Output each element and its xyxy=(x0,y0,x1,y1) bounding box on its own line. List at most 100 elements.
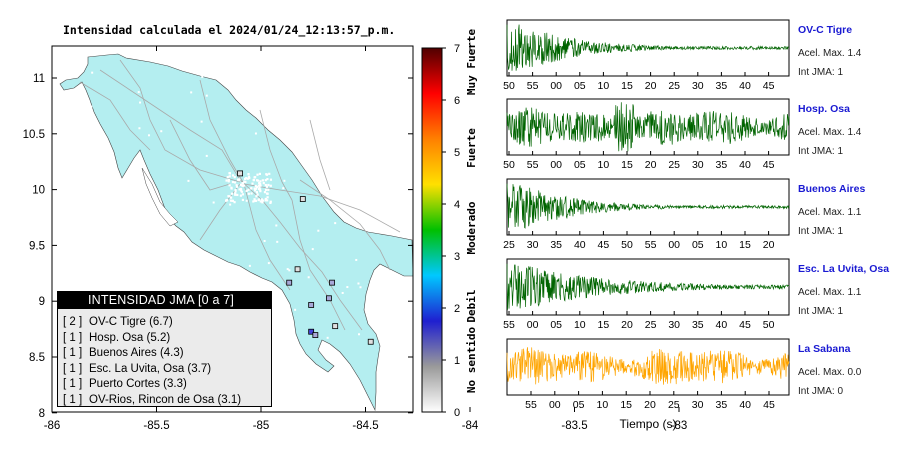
town-dot xyxy=(102,235,105,238)
town-dot xyxy=(254,132,257,135)
town-dot xyxy=(251,182,254,185)
map-title: Intensidad calculada el 2024/01/24_12:13… xyxy=(63,23,395,38)
waveform-tick-label: 10 xyxy=(598,80,610,92)
waveform-tick-label: 25 xyxy=(645,319,657,331)
waveform-tick-label: 05 xyxy=(574,159,586,171)
town-dot xyxy=(138,127,141,130)
waveform-tick-label: 45 xyxy=(763,399,775,411)
waveform-trace xyxy=(506,263,790,310)
town-dot xyxy=(262,181,265,185)
town-dot xyxy=(233,181,237,184)
town-dot xyxy=(231,174,235,177)
town-dot xyxy=(264,197,267,201)
colorbar-category-label: Debil xyxy=(465,289,478,322)
legend-item-station: Buenos Aires (4.3) xyxy=(89,347,184,360)
waveform-tick-label: 55 xyxy=(525,399,537,411)
waveform-tick-label: 15 xyxy=(739,239,751,251)
town-dot xyxy=(212,201,215,204)
map-x-tick-label: -83.5 xyxy=(561,420,587,432)
waveform-tick-label: 30 xyxy=(692,159,704,171)
town-dot xyxy=(269,201,272,205)
map-y-tick-label: 9 xyxy=(39,296,45,308)
town-dot xyxy=(265,74,268,77)
town-dot xyxy=(257,198,260,202)
waveform-accel-label: Acel. Max. 1.1 xyxy=(798,287,862,298)
road-line xyxy=(243,183,291,291)
town-dot xyxy=(152,226,155,229)
town-dot xyxy=(235,184,238,187)
town-dot xyxy=(257,187,261,191)
station-marker xyxy=(294,266,301,273)
road-line xyxy=(119,59,241,183)
town-dot xyxy=(262,199,265,202)
town-dot xyxy=(254,199,258,202)
town-dot xyxy=(286,268,289,271)
colorbar-category-label: Fuerte xyxy=(465,128,478,168)
waveform-tick-label: 50 xyxy=(621,239,633,251)
town-dot xyxy=(261,179,264,182)
town-dot xyxy=(247,175,251,178)
waveform-station-name: Buenos Aires xyxy=(798,183,865,195)
town-dot xyxy=(229,196,233,199)
town-dot xyxy=(147,134,150,137)
waveform-tick-label: 30 xyxy=(692,80,704,92)
town-dot xyxy=(236,193,239,197)
time-axis-label: Tiempo (s) xyxy=(620,417,677,431)
road-line xyxy=(291,199,346,331)
road-line xyxy=(243,183,401,233)
town-dot xyxy=(258,186,261,189)
town-dot xyxy=(160,130,163,133)
town-dot xyxy=(245,176,248,180)
town-dot xyxy=(257,97,260,100)
town-dot xyxy=(91,71,94,74)
waveform-accel-label: Acel. Max. 1.4 xyxy=(798,48,862,59)
waveform-tick-label: 10 xyxy=(716,239,728,251)
road-line xyxy=(309,119,331,191)
town-dot xyxy=(235,185,239,188)
waveform-tick-label: 50 xyxy=(763,319,775,331)
town-dot xyxy=(254,176,257,179)
waveform-intensity-label: Int JMA: 1 xyxy=(798,306,843,317)
colorbar-category-label: Muy Fuerte xyxy=(465,29,478,96)
waveform-tick-label: 35 xyxy=(716,80,728,92)
town-dot xyxy=(311,248,314,251)
map-y-tick-label: 8.5 xyxy=(29,352,45,364)
town-dot xyxy=(234,190,237,193)
town-dot xyxy=(300,104,303,107)
map-x-tick-label: -83 xyxy=(671,420,688,432)
town-dot xyxy=(357,217,360,220)
waveform-tick-label: 10 xyxy=(574,319,586,331)
colorbar: 0 1 2 3 4 5 6 7 No sentido Debil Moderado Fuerte Muy… xyxy=(421,29,478,419)
costa-rica-land xyxy=(59,53,413,412)
waveform-tick-label: 00 xyxy=(527,319,539,331)
station-marker xyxy=(326,295,332,302)
town-dot xyxy=(234,192,237,195)
waveform-tick-label: 20 xyxy=(645,159,657,171)
map-y-tick-label: 8 xyxy=(39,408,45,420)
town-dot xyxy=(267,183,270,187)
town-dot xyxy=(245,199,248,202)
waveform-tick-label: 10 xyxy=(598,159,610,171)
town-dot xyxy=(247,188,250,191)
town-dot xyxy=(254,279,257,282)
waveform-tick-label: 15 xyxy=(620,399,632,411)
waveform-tick-label: 30 xyxy=(668,319,680,331)
waveform-tick-label: 00 xyxy=(550,80,562,92)
legend-item-level: [ 1 ] xyxy=(63,347,83,360)
town-dot xyxy=(241,193,245,196)
waveform-tick-label: 00 xyxy=(549,399,561,411)
town-dot xyxy=(234,188,237,192)
intensity-legend: INTENSIDAD JMA [0 a 7] [ 2 ] OV-C Tigre (… xyxy=(57,291,272,407)
waveform-tick-label: 45 xyxy=(763,80,775,92)
station-marker xyxy=(237,170,244,177)
town-dot xyxy=(268,172,271,175)
town-dot xyxy=(253,189,257,192)
town-dot xyxy=(334,222,337,225)
town-dot xyxy=(254,187,258,190)
colorbar-category-label: No sentido xyxy=(465,327,478,394)
town-dot xyxy=(276,240,279,243)
waveform-tick-label: 55 xyxy=(527,80,539,92)
town-dot xyxy=(225,179,228,182)
colorbar-tick-label: 0 xyxy=(454,407,460,419)
